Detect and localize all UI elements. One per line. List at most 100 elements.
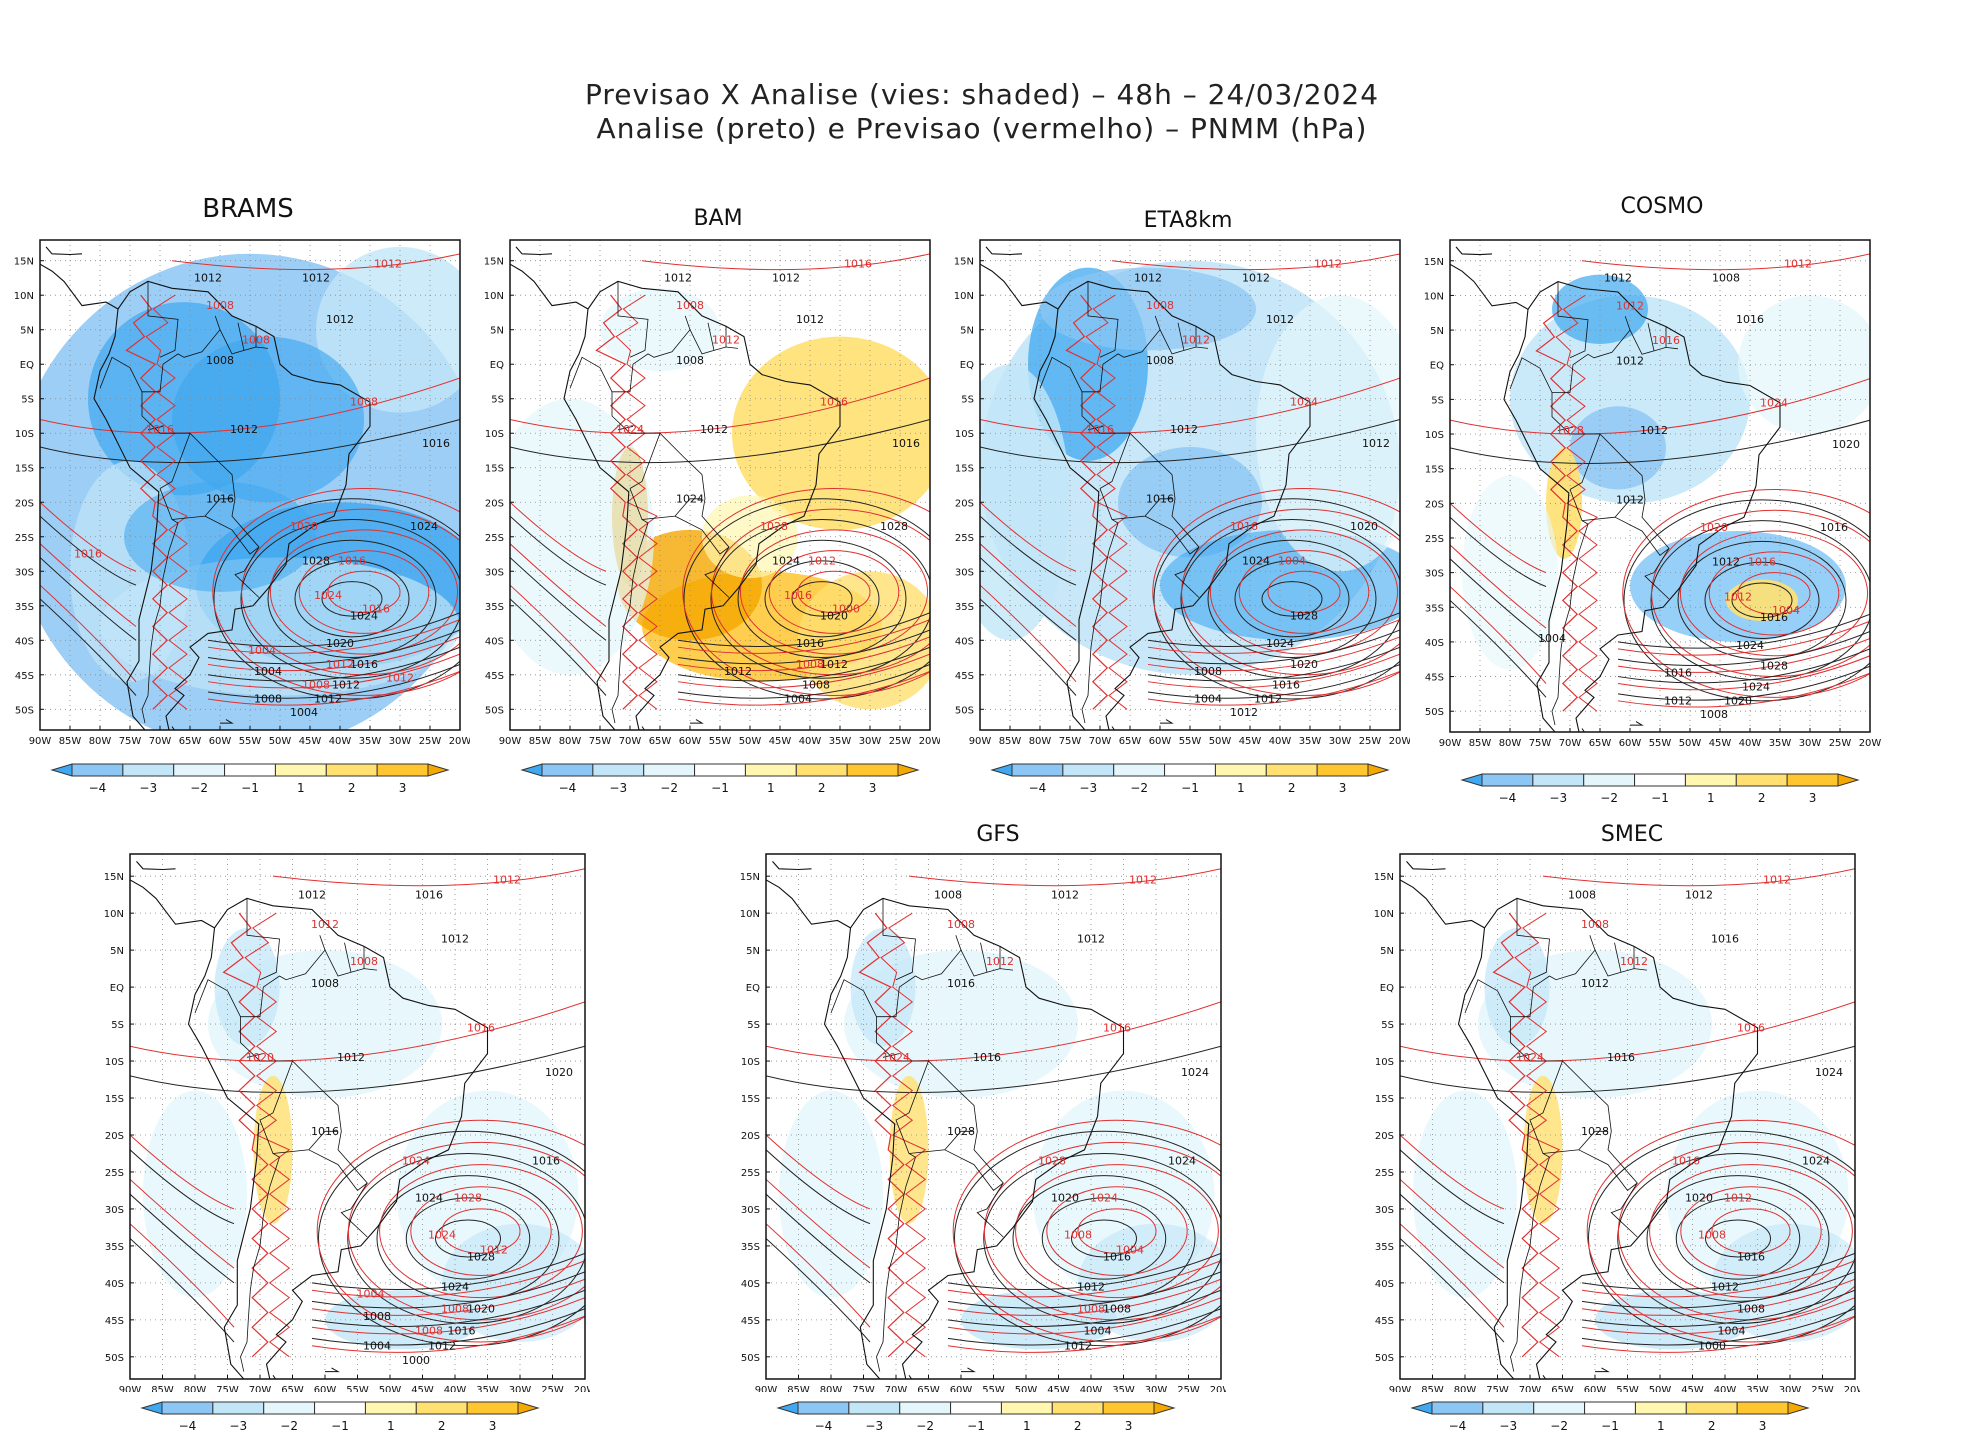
lat-tick-label: 5N [746,946,760,957]
lat-tick-label: 15S [485,464,504,475]
lon-tick-label: 45W [411,1385,434,1392]
contour-label-analysis: 1012 [1664,694,1692,707]
lat-tick-label: 15N [104,872,124,883]
lon-tick-label: 80W [559,736,582,744]
contour-label-forecast: 1016 [1103,1021,1131,1034]
colorbar-5: −4−3−2−11234 [140,1400,540,1436]
colorbar-label: −1 [1601,1419,1619,1433]
panel-title-brams: BRAMS [38,194,458,224]
colorbar-label: 1 [1657,1419,1665,1433]
colorbar-label: −1 [967,1419,985,1433]
colorbar-label: −1 [1651,791,1669,805]
contour-label-forecast: 1012 [326,658,354,671]
contour-label-analysis: 1012 [314,692,342,705]
contour-label-analysis: 1016 [1607,1051,1635,1064]
colorbar-segment [1534,1402,1585,1414]
contour-label-analysis: 1024 [1181,1066,1209,1079]
contour-label-analysis: 1012 [1711,1280,1739,1293]
lon-tick-label: 90W [1389,1385,1412,1392]
colorbar-segment [1686,1402,1737,1414]
lon-tick-label: 60W [950,1385,973,1392]
contour-label-analysis: 1024 [1802,1155,1830,1168]
contour-label-forecast: 1016 [1672,1155,1700,1168]
colorbar-bam: −4−3−2−11234 [520,762,920,802]
contour-label-forecast: 1012 [1620,955,1648,968]
contour-label-forecast: 1008 [1581,918,1609,931]
lat-tick-label: EQ [746,983,760,994]
colorbar-segment [377,764,428,776]
colorbar-label: 3 [1809,791,1817,805]
contour-label-forecast: 1016 [1230,520,1258,533]
lon-tick-label: 85W [1421,1385,1444,1392]
colorbar-segment [1052,1402,1103,1414]
lon-tick-label: 50W [379,1385,402,1392]
lon-tick-label: 25W [1359,736,1382,744]
contour-label-forecast: 1012 [480,1243,508,1256]
colorbar-label: −2 [1130,781,1148,795]
contour-label-analysis: 1012 [820,658,848,671]
contour-label-analysis: 1020 [1685,1192,1713,1205]
lon-tick-label: 55W [346,1385,369,1392]
contour-label-analysis: 1004 [784,692,812,705]
colorbar-segment [1585,1402,1636,1414]
contour-label-forecast: 1004 [1772,604,1800,617]
contour-label-analysis: 1008 [311,977,339,990]
lon-tick-label: 80W [1029,736,1052,744]
contour-label-forecast: 1012 [386,672,414,685]
contour-label-analysis: 1020 [1051,1192,1079,1205]
contour-label-analysis: 1012 [1581,977,1609,990]
contour-label-analysis: 1012 [1170,423,1198,436]
lat-tick-label: 50S [1425,707,1444,718]
lat-tick-label: 25S [15,533,34,544]
contour-label-analysis: 1024 [1266,637,1294,650]
colorbar-segment [264,1402,315,1414]
lon-tick-label: 65W [281,1385,304,1392]
contour-label-forecast: 1012 [808,554,836,567]
lat-tick-label: 40S [105,1279,124,1290]
colorbar-segment [798,1402,849,1414]
contour-label-analysis: 1012 [1064,1339,1092,1352]
lon-tick-label: 90W [499,736,522,744]
contour-label-forecast: 1016 [1737,1021,1765,1034]
contour-label-analysis: 1016 [892,437,920,450]
contour-label-analysis: 1012 [1077,933,1105,946]
colorbar-label: 2 [438,1419,446,1433]
lon-tick-label: 40W [799,736,822,744]
contour-label-analysis: 1016 [973,1051,1001,1064]
lat-tick-label: 10N [484,291,504,302]
lon-tick-label: 20W [1859,738,1882,746]
contour-label-analysis: 1024 [676,492,704,505]
lon-tick-label: 80W [820,1385,843,1392]
lon-tick-label: 45W [299,736,322,744]
lon-tick-label: 90W [969,736,992,744]
contour-label-analysis: 1012 [1616,493,1644,506]
lat-tick-label: 10S [955,429,974,440]
lon-tick-label: 30W [859,736,882,744]
colorbar-label: −4 [179,1419,197,1433]
colorbar-segment [1736,774,1787,786]
contour-label-analysis: 1016 [1146,492,1174,505]
lon-tick-label: 85W [787,1385,810,1392]
lon-tick-label: 40W [444,1385,467,1392]
contour-label-analysis: 1024 [1736,639,1764,652]
lon-tick-label: 40W [1269,736,1292,744]
colorbar-svg: −4−3−2−11234 [140,1400,540,1438]
colorbar-label: 3 [399,781,407,795]
contour-label-forecast: 1004 [1116,1243,1144,1256]
contour-label-analysis: 1012 [1266,313,1294,326]
lon-tick-label: 65W [649,736,672,744]
lon-tick-label: 30W [1329,736,1352,744]
contour-label-analysis: 1012 [326,313,354,326]
colorbar-segment [213,1402,264,1414]
lat-tick-label: 45S [741,1316,760,1327]
contour-label-analysis: 1012 [1604,272,1632,285]
contour-label-analysis: 1012 [230,423,258,436]
contour-label-analysis: 1012 [724,665,752,678]
lon-tick-label: 45W [769,736,792,744]
lon-tick-label: 50W [1679,738,1702,746]
contour-label-forecast: 1008 [302,679,330,692]
lon-tick-label: 50W [1649,1385,1672,1392]
